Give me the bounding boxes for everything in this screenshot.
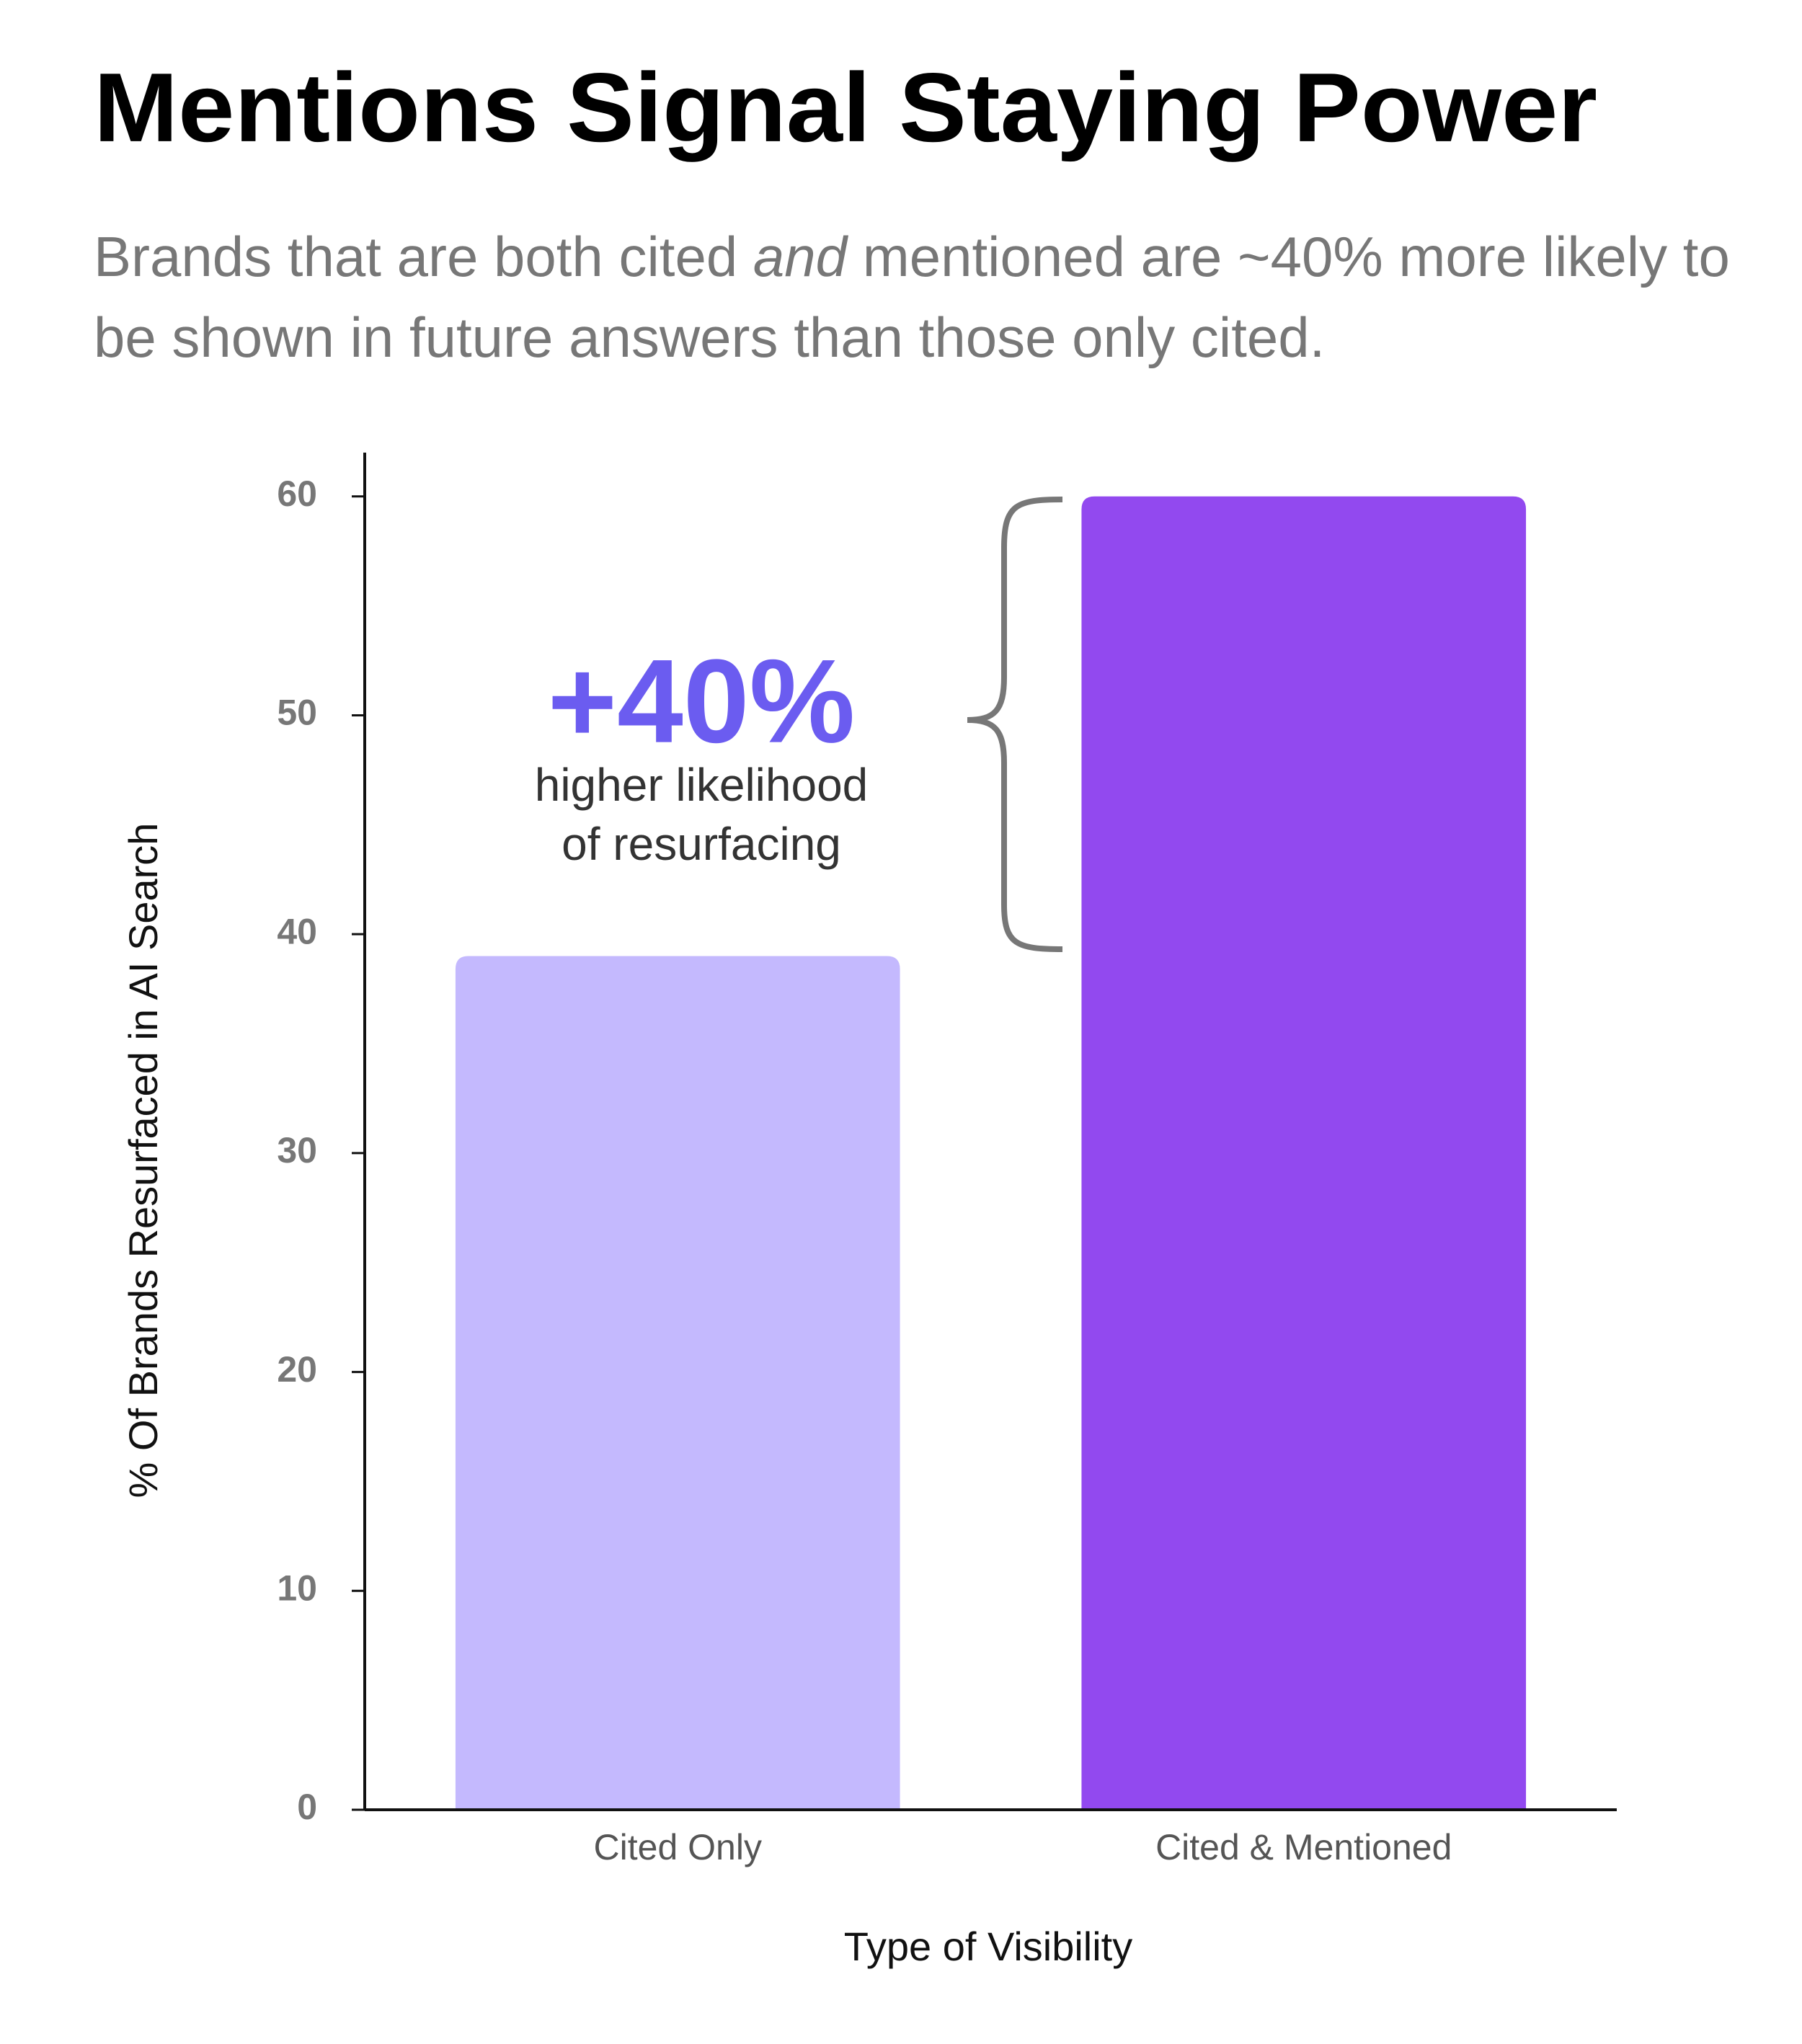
y-tick-label: 40 xyxy=(277,911,317,951)
subtitle: Brands that are both cited and mentioned… xyxy=(94,216,1744,378)
x-axis-title: Type of Visibility xyxy=(844,1924,1132,1969)
y-tick-label: 60 xyxy=(277,474,317,514)
annotation-text: of resurfacing xyxy=(562,818,841,870)
x-tick-label: Cited Only xyxy=(594,1827,762,1867)
brace xyxy=(967,497,1063,952)
y-tick-label: 10 xyxy=(277,1568,317,1608)
y-tick-label: 20 xyxy=(277,1349,317,1390)
y-tick-label: 0 xyxy=(297,1787,317,1827)
bar xyxy=(455,956,900,1810)
bar xyxy=(1081,496,1527,1810)
annotation-text: higher likelihood xyxy=(535,759,869,811)
y-tick-label: 50 xyxy=(277,693,317,733)
chart-title: Mentions Signal Staying Power xyxy=(94,53,1597,162)
subtitle-text: Brands that are both cited xyxy=(94,225,753,288)
subtitle-emphasis: and xyxy=(753,225,848,288)
y-tick-label: 30 xyxy=(277,1130,317,1170)
annotation-headline: +40% xyxy=(548,635,856,768)
x-tick-label: Cited & Mentioned xyxy=(1155,1827,1452,1867)
subtitle-text: mentioned are ~40% more likely to be sho… xyxy=(94,225,1730,369)
y-axis-title: % Of Brands Resurfaced in AI Search xyxy=(120,823,166,1498)
